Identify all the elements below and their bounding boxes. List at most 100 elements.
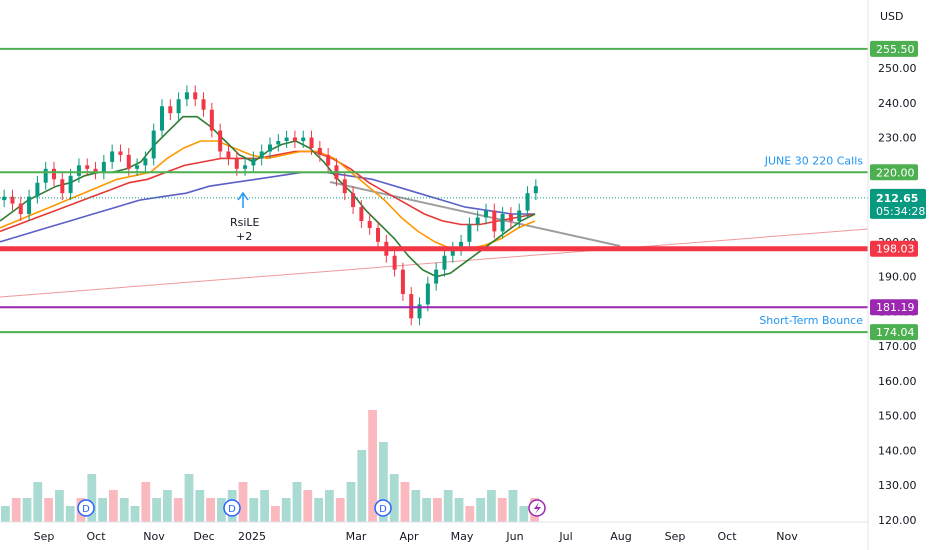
- candle-body: [110, 151, 115, 162]
- level-note: Short-Term Bounce: [759, 314, 863, 327]
- volume-bar: [433, 498, 442, 522]
- volume-bar: [411, 490, 421, 522]
- annotations: RsiLE +2: [230, 191, 260, 243]
- candle-body: [367, 220, 372, 228]
- time-axis[interactable]: Sep Oct Nov Dec 2025 Mar Apr May Jun Jul Aug Sep Oct…: [34, 530, 799, 543]
- volume-bar: [119, 498, 129, 522]
- price-tick-label: 120.00: [878, 514, 917, 527]
- candle-body: [118, 151, 123, 155]
- candle-body: [492, 210, 497, 232]
- candle-body: [268, 144, 272, 152]
- candle-body: [284, 137, 289, 142]
- time-tick-label: Oct: [717, 530, 737, 543]
- price-level-tag-label: 174.04: [876, 326, 915, 339]
- volume-bar: [335, 498, 345, 522]
- candle-body: [525, 193, 530, 211]
- time-tick-label: Aug: [610, 530, 631, 543]
- candle-body: [218, 130, 223, 152]
- volume-bar: [260, 490, 269, 522]
- volume-bar: [249, 498, 259, 522]
- price-candles: [2, 85, 538, 326]
- volume-bar: [400, 482, 410, 522]
- volume-bar: [184, 474, 194, 522]
- volume-bar: [292, 482, 302, 522]
- time-tick-label: Sep: [34, 530, 55, 543]
- candle-body: [484, 210, 488, 218]
- time-tick-label: May: [451, 530, 474, 543]
- candle-body: [259, 151, 264, 159]
- volume-bar: [195, 490, 205, 522]
- candle-body: [193, 92, 198, 100]
- candle-body: [425, 283, 430, 305]
- ema-red-line: [0, 150, 536, 233]
- price-level-tag-label: 198.03: [876, 243, 915, 256]
- signal-name: RsiLE: [230, 216, 260, 229]
- volume-bar: [497, 498, 507, 522]
- dividend-marker: [77, 499, 95, 517]
- candle-body: [417, 304, 422, 319]
- price-tick-label: 150.00: [878, 410, 917, 423]
- trendlines: [0, 181, 869, 298]
- candle-body: [126, 154, 131, 169]
- volume-bar: [508, 490, 518, 522]
- candle-body: [176, 99, 181, 114]
- candle-body: [201, 99, 206, 110]
- candle-body: [326, 154, 331, 166]
- dividend-marker: [374, 499, 392, 517]
- time-tick-label: Nov: [776, 530, 798, 543]
- candle-body: [135, 165, 140, 169]
- candle-body: [184, 92, 189, 100]
- time-tick-label: Jun: [505, 530, 523, 543]
- volume-bar: [443, 490, 453, 522]
- price-level-tag: [870, 240, 918, 257]
- volume-bar: [163, 490, 172, 522]
- dividend-marker: [223, 499, 241, 517]
- candle-body: [143, 158, 148, 166]
- candle-body: [434, 269, 439, 284]
- price-levels: JUNE 30 220 Calls Short-Term Bounce: [0, 47, 868, 334]
- ema-green-line: [0, 115, 536, 278]
- signal-arrow-head: [237, 191, 249, 201]
- candle-body: [85, 165, 90, 169]
- dividend-marker-label: D: [82, 504, 90, 515]
- volume-bar: [98, 498, 107, 522]
- candle-body: [517, 210, 522, 221]
- candle-body: [351, 193, 356, 208]
- volume-bar: [314, 498, 323, 522]
- time-tick-label: 2025: [238, 530, 266, 543]
- candle-body: [292, 137, 297, 142]
- time-tick-label: Oct: [86, 530, 106, 543]
- candle-body: [475, 217, 480, 225]
- volume-bar: [87, 474, 97, 522]
- price-tick-label: 240.00: [878, 97, 917, 110]
- price-level-tag: [870, 40, 918, 57]
- candle-body: [68, 175, 73, 194]
- candle-body: [276, 141, 281, 145]
- price-tick-label: 160.00: [878, 375, 917, 388]
- volume-bar: [33, 482, 43, 522]
- volume-bar: [11, 498, 21, 522]
- candle-body: [500, 214, 505, 232]
- volume-bar: [303, 490, 313, 522]
- dividend-marker-label: D: [379, 504, 387, 515]
- candle-body: [226, 151, 231, 159]
- candle-body: [151, 130, 156, 159]
- price-level-tag: [870, 299, 918, 316]
- price-level-tag-label: 220.00: [876, 166, 915, 179]
- candle-body: [243, 165, 248, 169]
- price-tick-label: 140.00: [878, 444, 917, 457]
- price-level-tag: [870, 324, 918, 341]
- currency-label[interactable]: USD: [880, 10, 904, 23]
- volume-bar: [65, 506, 75, 522]
- candle-body: [467, 224, 472, 242]
- volume-bar: [271, 506, 280, 522]
- price-level-tag-label: 255.50: [876, 43, 915, 56]
- ema-blue-line: [0, 171, 535, 243]
- price-tick-label: 190.00: [878, 271, 917, 284]
- time-tick-label: Nov: [143, 530, 165, 543]
- volume-bar: [22, 498, 32, 522]
- falling-trendline: [329, 181, 621, 247]
- candle-body: [301, 137, 306, 142]
